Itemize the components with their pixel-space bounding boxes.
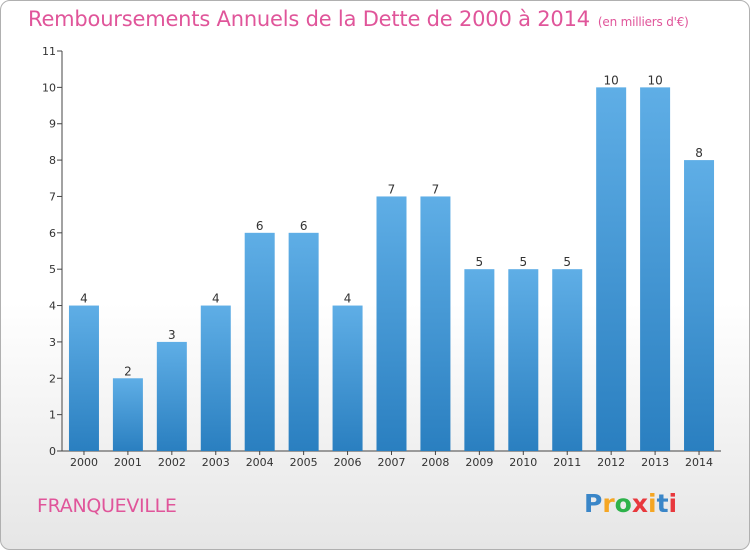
bar-data-label: 7: [432, 182, 440, 196]
x-tick-label: 2006: [334, 456, 362, 469]
bar: [640, 87, 671, 451]
chart-subtitle: (en milliers d'€): [597, 15, 689, 29]
x-tick-label: 2013: [641, 456, 669, 469]
y-tick-label: 3: [49, 336, 56, 349]
bar: [684, 160, 715, 451]
logo-letter: x: [631, 489, 648, 518]
y-tick-label: 4: [49, 300, 56, 313]
logo-letter: P: [584, 489, 603, 518]
y-tick-label: 1: [49, 409, 56, 422]
bar-data-label: 6: [256, 219, 264, 233]
x-tick-label: 2002: [158, 456, 186, 469]
bar-data-label: 3: [168, 328, 176, 342]
bar: [420, 196, 451, 451]
x-tick-label: 2008: [421, 456, 449, 469]
bar: [332, 305, 363, 451]
y-tick-label: 0: [49, 445, 56, 458]
logo-letter: t: [656, 489, 669, 518]
bar: [552, 269, 583, 451]
y-tick-label: 2: [49, 372, 56, 385]
bar-data-label: 5: [476, 255, 484, 269]
y-tick-label: 6: [49, 227, 56, 240]
logo-letter: o: [614, 489, 632, 518]
bar-data-label: 10: [604, 73, 619, 87]
bar: [244, 232, 275, 451]
bar-data-label: 8: [695, 146, 703, 160]
bar: [200, 305, 231, 451]
logo-letter: r: [602, 489, 615, 518]
bar-data-label: 6: [300, 219, 308, 233]
bar-data-label: 4: [212, 292, 220, 306]
bar: [464, 269, 495, 451]
x-tick-label: 2001: [114, 456, 142, 469]
x-tick-label: 2005: [290, 456, 318, 469]
bar-data-label: 5: [519, 255, 527, 269]
logo-letter: i: [668, 489, 678, 518]
x-tick-label: 2003: [202, 456, 230, 469]
x-tick-label: 2009: [465, 456, 493, 469]
y-tick-label: 8: [49, 154, 56, 167]
bar: [68, 305, 99, 451]
x-tick-label: 2004: [246, 456, 274, 469]
x-tick-label: 2011: [553, 456, 581, 469]
y-tick-label: 9: [49, 118, 56, 131]
x-tick-label: 2012: [597, 456, 625, 469]
bar: [112, 378, 143, 451]
x-tick-label: 2014: [685, 456, 713, 469]
y-tick-label: 5: [49, 263, 56, 276]
chart-title-text: Remboursements Annuels de la Dette de 20…: [28, 7, 590, 31]
bar-data-label: 7: [388, 182, 396, 196]
x-tick-label: 2010: [509, 456, 537, 469]
bar: [376, 196, 407, 451]
x-tick-label: 2000: [70, 456, 98, 469]
bar: [508, 269, 539, 451]
proxiti-logo: Proxiti: [584, 489, 677, 518]
bar-data-label: 4: [344, 292, 352, 306]
y-tick-label: 10: [42, 81, 56, 94]
y-tick-label: 7: [49, 190, 56, 203]
bar-data-label: 2: [124, 364, 132, 378]
y-tick-label: 11: [42, 45, 56, 58]
bar-data-label: 4: [80, 292, 88, 306]
logo-letter: i: [648, 489, 657, 518]
chart-title: Remboursements Annuels de la Dette de 20…: [28, 7, 689, 31]
bar: [596, 87, 627, 451]
bar-data-label: 10: [647, 73, 662, 87]
bar: [288, 232, 319, 451]
bar-data-label: 5: [563, 255, 571, 269]
place-name: FRANQUEVILLE: [37, 495, 177, 517]
bar: [156, 341, 187, 451]
x-tick-label: 2007: [378, 456, 406, 469]
